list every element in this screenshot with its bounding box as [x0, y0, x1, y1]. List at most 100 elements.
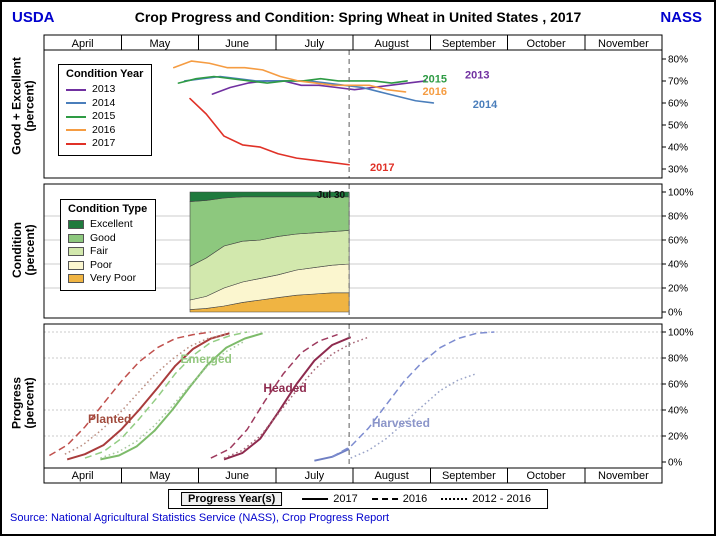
- ytick-label: 80%: [668, 354, 688, 365]
- panel1-axis-title: Good + Excellent (percent): [10, 35, 37, 178]
- year-end-label-2014: 2014: [473, 99, 498, 111]
- legend-item-label: Poor: [90, 258, 113, 271]
- usda-logo-text: USDA: [12, 9, 55, 26]
- ytick-label: 0%: [668, 308, 683, 319]
- legend-item-2012-2016: 2012 - 2016: [431, 493, 531, 505]
- ytick-label: 30%: [668, 165, 688, 176]
- condition-year-legend: Condition Year 2013 2014 2015 2016 2017: [58, 64, 153, 156]
- progress-headed-dashed: [210, 333, 338, 459]
- legend-item-label: Very Poor: [90, 272, 137, 284]
- legend-title: Condition Type: [68, 203, 148, 215]
- progress-stage-label-headed: Headed: [263, 381, 306, 395]
- progress-stage-label-harvested: Harvested: [372, 416, 430, 430]
- legend-item-excellent: Excellent: [68, 218, 147, 232]
- progress-headed-solid: [223, 336, 352, 461]
- line-swatch: [66, 129, 86, 132]
- ytick-label: 70%: [668, 76, 688, 87]
- month-label-top: April: [72, 38, 94, 50]
- ytick-label: 100%: [668, 328, 694, 339]
- condition-type-legend: Condition Type Excellent Good Fair Poor …: [60, 199, 157, 291]
- source-note: Source: National Agricultural Statistics…: [10, 512, 390, 524]
- legend-item-label: 2016: [92, 123, 116, 136]
- legend-item-label: Excellent: [90, 218, 133, 230]
- ytick-label: 50%: [668, 121, 688, 132]
- panel2-border: [43, 183, 663, 319]
- panel3-border: [43, 323, 663, 484]
- progress-planted-solid: [66, 332, 230, 461]
- legend-item-2015: 2015: [66, 110, 143, 124]
- month-label-top: July: [305, 38, 325, 50]
- ytick-label: 0%: [668, 458, 683, 469]
- color-swatch: [68, 233, 84, 243]
- ytick-label: 20%: [668, 432, 688, 443]
- legend-item-2013: 2013: [66, 83, 143, 97]
- panel2-axis-title: Condition (percent): [10, 183, 37, 317]
- panel3-axis-title: Progress (percent): [10, 324, 37, 483]
- nass-logo-text: NASS: [660, 9, 702, 26]
- line-swatch: [66, 88, 86, 91]
- month-label-top: November: [598, 38, 649, 50]
- ytick-label: 60%: [668, 380, 688, 391]
- page-title: Crop Progress and Condition: Spring Whea…: [134, 9, 582, 25]
- year-end-label-2013: 2013: [465, 69, 489, 81]
- panel3-axis-title-line2: (percent): [22, 377, 37, 429]
- condition-line-2016: [172, 60, 407, 93]
- ytick-label: 60%: [668, 236, 688, 247]
- color-swatch: [68, 274, 84, 284]
- month-label-bottom: September: [442, 470, 496, 482]
- year-end-label-2016: 2016: [423, 86, 447, 98]
- panel2-axis-title-line2: (percent): [23, 224, 37, 276]
- ytick-label: 100%: [668, 188, 694, 199]
- year-end-label-2017: 2017: [370, 162, 394, 174]
- ytick-label: 40%: [668, 260, 688, 271]
- month-label-bottom: August: [375, 470, 409, 482]
- legend-item-2014: 2014: [66, 97, 143, 111]
- line-swatch: [66, 142, 86, 145]
- month-label-top: September: [442, 38, 496, 50]
- legend-item-poor: Poor: [68, 259, 147, 273]
- ytick-label: 40%: [668, 406, 688, 417]
- month-label-top: August: [375, 38, 409, 50]
- progress-stage-label-planted: Planted: [88, 412, 131, 426]
- legend-item-very-poor: Very Poor: [68, 272, 147, 286]
- panel1-axis-title-line2: (percent): [22, 80, 37, 132]
- year-end-label-2015: 2015: [423, 74, 447, 86]
- month-label-bottom: April: [72, 470, 94, 482]
- month-label-bottom: July: [305, 470, 325, 482]
- legend-item-label: 2016: [402, 493, 428, 505]
- legend-item-2016: 2016: [362, 493, 427, 505]
- legend-item-label: 2013: [92, 83, 116, 95]
- ytick-label: 60%: [668, 98, 688, 109]
- color-swatch: [68, 260, 84, 270]
- progress-years-title: Progress Year(s): [181, 492, 283, 506]
- panel3-plot-bg: [44, 324, 662, 483]
- ytick-label: 20%: [668, 284, 688, 295]
- legend-item-label: 2017: [333, 493, 358, 505]
- progress-emerged-dashed: [84, 331, 248, 459]
- legend-item-2017: 2017: [66, 137, 143, 151]
- dotted-line-sample: [441, 498, 468, 500]
- progress-emerged-dotted: [100, 340, 246, 459]
- month-label-bottom: June: [225, 470, 249, 482]
- legend-item-label: 2017: [92, 137, 116, 149]
- progress-planted-dashed: [49, 331, 211, 457]
- month-label-top: October: [527, 38, 566, 50]
- legend-item-label: 2015: [92, 110, 116, 122]
- progress-emerged-solid: [100, 332, 263, 461]
- month-label-top: June: [225, 38, 249, 50]
- month-label-bottom: May: [149, 470, 170, 482]
- panel1-border: [43, 34, 663, 179]
- line-swatch: [66, 115, 86, 118]
- legend-item-good: Good: [68, 232, 147, 246]
- month-label-top: May: [149, 38, 170, 50]
- ytick-label: 80%: [668, 54, 688, 65]
- dashed-line-sample: [371, 498, 398, 500]
- legend-item-2016: 2016: [66, 124, 143, 138]
- progress-harvested-dotted: [350, 372, 477, 459]
- legend-item-fair: Fair: [68, 245, 147, 259]
- legend-title: Condition Year: [66, 68, 144, 80]
- condition-line-2013: [211, 80, 427, 95]
- month-label-bottom: November: [598, 470, 649, 482]
- jul30-annotation: Jul 30: [317, 190, 346, 201]
